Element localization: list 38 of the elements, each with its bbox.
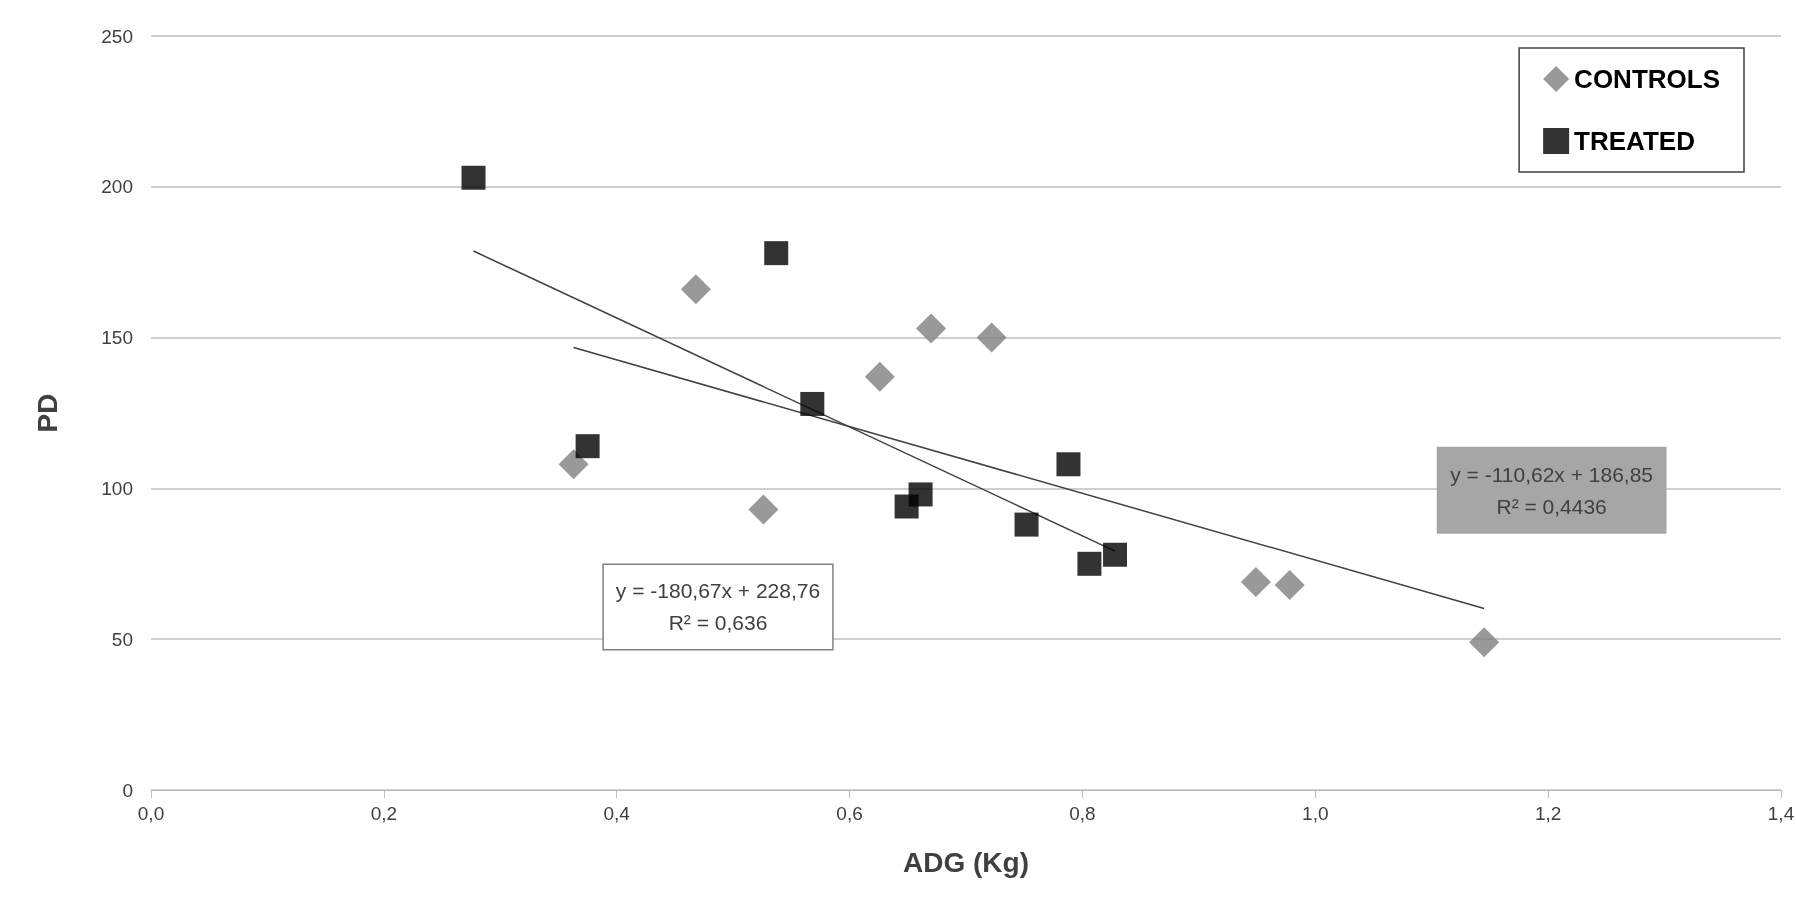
point bbox=[680, 274, 711, 305]
legend-label: TREATED bbox=[1574, 126, 1695, 156]
point bbox=[764, 241, 789, 266]
point bbox=[575, 434, 600, 459]
point bbox=[1274, 569, 1305, 600]
point bbox=[916, 313, 947, 344]
point bbox=[461, 165, 486, 190]
y-tick-label: 150 bbox=[101, 327, 133, 349]
y-axis-title: PD bbox=[31, 393, 63, 433]
y-tick-label: 50 bbox=[111, 628, 133, 650]
x-tick-label: 0,4 bbox=[603, 803, 631, 824]
x-tick-label: 1,2 bbox=[1534, 803, 1562, 824]
point bbox=[1077, 551, 1102, 576]
x-tick-label: 1,4 bbox=[1767, 803, 1795, 824]
point bbox=[1240, 566, 1271, 597]
x-tick-label: 0,8 bbox=[1069, 803, 1096, 824]
point bbox=[800, 391, 825, 416]
point bbox=[1469, 627, 1500, 658]
point bbox=[864, 361, 895, 392]
point bbox=[1103, 542, 1128, 567]
point bbox=[1014, 512, 1039, 537]
x-tick-label: 1,0 bbox=[1302, 803, 1329, 824]
annotation: y = -180,67x + 228,76 R² = 0,636 bbox=[615, 579, 821, 635]
x-tick-label: 0,2 bbox=[370, 803, 398, 824]
annotation: y = -110,62x + 186,85 R² = 0,4436 bbox=[1450, 462, 1654, 518]
point bbox=[894, 494, 919, 519]
y-tick-label: 250 bbox=[101, 25, 133, 47]
point bbox=[748, 494, 779, 525]
point bbox=[1056, 452, 1081, 477]
point bbox=[558, 449, 589, 480]
x-tick-label: 0,6 bbox=[836, 803, 863, 824]
x-axis-title: ADG (Kg) bbox=[903, 846, 1029, 878]
point bbox=[976, 322, 1007, 353]
x-tick-label: 0,0 bbox=[137, 803, 165, 824]
y-tick-label: 100 bbox=[101, 477, 133, 499]
y-tick-label: 0 bbox=[122, 779, 133, 801]
y-tick-label: 200 bbox=[101, 176, 133, 198]
legend-label: CONTROLS bbox=[1574, 64, 1721, 94]
